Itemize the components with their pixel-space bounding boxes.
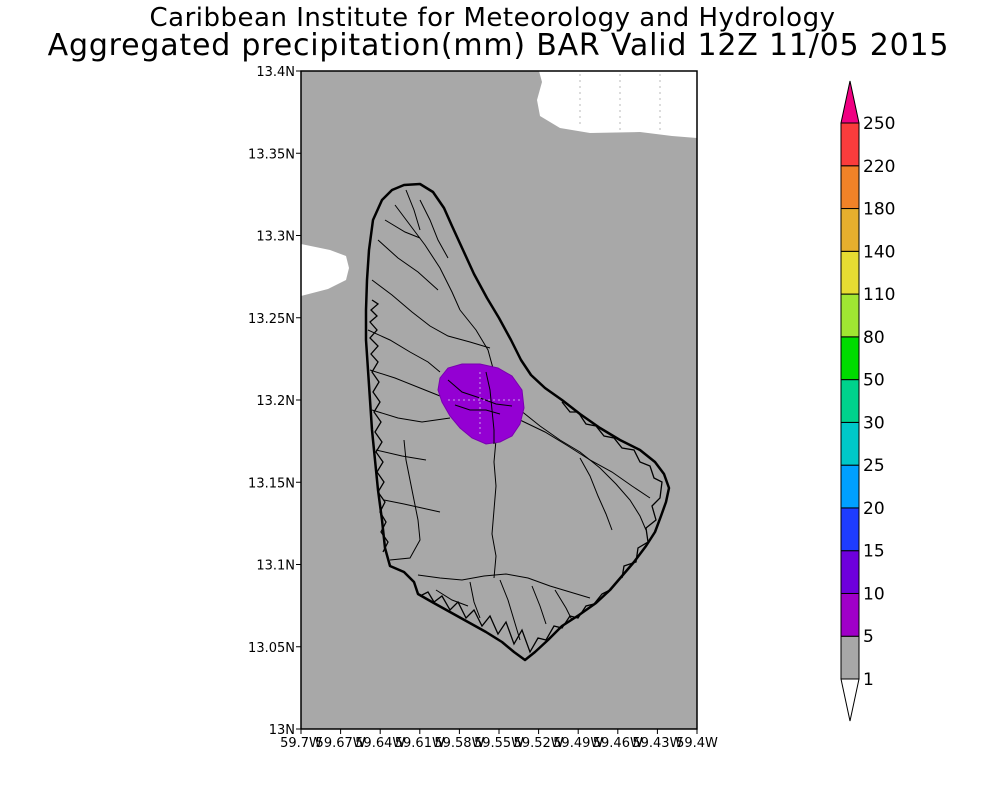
colorbar-label: 180: [863, 200, 895, 220]
no-data-region-north: [537, 71, 697, 138]
colorbar-label: 5: [863, 627, 874, 647]
colorbar-segment: [840, 464, 860, 509]
lon-tick-label: 59.55W: [474, 736, 524, 751]
lat-tick-label: 13.15N: [248, 476, 295, 491]
lon-tick-label: 59.58W: [434, 736, 484, 751]
east-coast-detail: [561, 401, 663, 579]
lat-tick-label: 13.4N: [256, 65, 295, 80]
colorbar-label: 25: [863, 456, 885, 476]
colorbar-top-arrow: [840, 80, 860, 124]
colorbar-label: 20: [863, 499, 885, 519]
colorbar-segment: [840, 635, 860, 680]
precip-grid-lines: [448, 372, 520, 436]
colorbar-segment: [840, 336, 860, 381]
west-coast-detail: [369, 299, 389, 553]
colorbar-label: 140: [863, 242, 895, 262]
lon-tick-label: 59.46W: [593, 736, 643, 751]
colorbar-bottom-arrow: [840, 678, 860, 722]
colorbar-label: 15: [863, 542, 885, 562]
colorbar-label: 50: [863, 371, 885, 391]
chart-title-line1: Caribbean Institute for Meteorology and …: [149, 3, 836, 33]
colorbar-label: 10: [863, 584, 885, 604]
colorbar-segment: [840, 379, 860, 423]
latitude-axis: 13.4N 13.35N 13.3N 13.25N 13.2N 13.15N 13.1N 13…: [248, 65, 301, 738]
lat-tick-label: 13N: [269, 723, 295, 738]
colorbar-segment: [840, 293, 860, 338]
colorbar-segment: [840, 421, 860, 466]
colorbar-label: 250: [863, 114, 895, 134]
grid-lines-north: [579, 74, 661, 134]
colorbar-segment: [840, 507, 860, 552]
colorbar-label: 110: [863, 285, 895, 305]
colorbar-segment: [840, 550, 860, 594]
lon-tick-label: 59.67W: [316, 736, 366, 751]
precip-5-10mm-region: [437, 363, 525, 445]
lon-tick-label: 59.43W: [632, 736, 682, 751]
lon-tick-label: 59.52W: [514, 736, 564, 751]
south-coast-detail: [419, 589, 611, 654]
colorbar-label: 1: [863, 670, 874, 690]
colorbar-label: 80: [863, 328, 885, 348]
colorbar-segment: [840, 208, 860, 252]
lon-tick-label: 59.61W: [395, 736, 445, 751]
longitude-axis: 59.7W59.67W59.64W59.61W59.58W59.55W59.52…: [280, 729, 718, 751]
colorbar-segment: [840, 122, 860, 167]
colorbar-segment: [840, 592, 860, 637]
lat-tick-label: 13.05N: [248, 641, 295, 656]
colorbar-segment: [840, 250, 860, 295]
map-panel: [300, 70, 698, 730]
barbados-coastline: [364, 182, 671, 662]
colorbar-label: 220: [863, 157, 895, 177]
no-data-region-west: [301, 244, 349, 296]
colorbar-label: 30: [863, 413, 885, 433]
lon-tick-label: 59.49W: [553, 736, 603, 751]
lat-tick-label: 13.1N: [256, 559, 295, 574]
lat-tick-label: 13.3N: [256, 230, 295, 245]
lon-tick-label: 59.4W: [676, 736, 718, 751]
lat-tick-label: 13.25N: [248, 312, 295, 327]
lon-tick-label: 59.7W: [280, 736, 322, 751]
lon-tick-label: 59.64W: [355, 736, 405, 751]
colorbar-segment: [840, 165, 860, 210]
chart-title-line2: Aggregated precipitation(mm) BAR Valid 1…: [47, 28, 950, 63]
lat-tick-label: 13.2N: [256, 394, 295, 409]
lat-tick-label: 13.35N: [248, 147, 295, 162]
